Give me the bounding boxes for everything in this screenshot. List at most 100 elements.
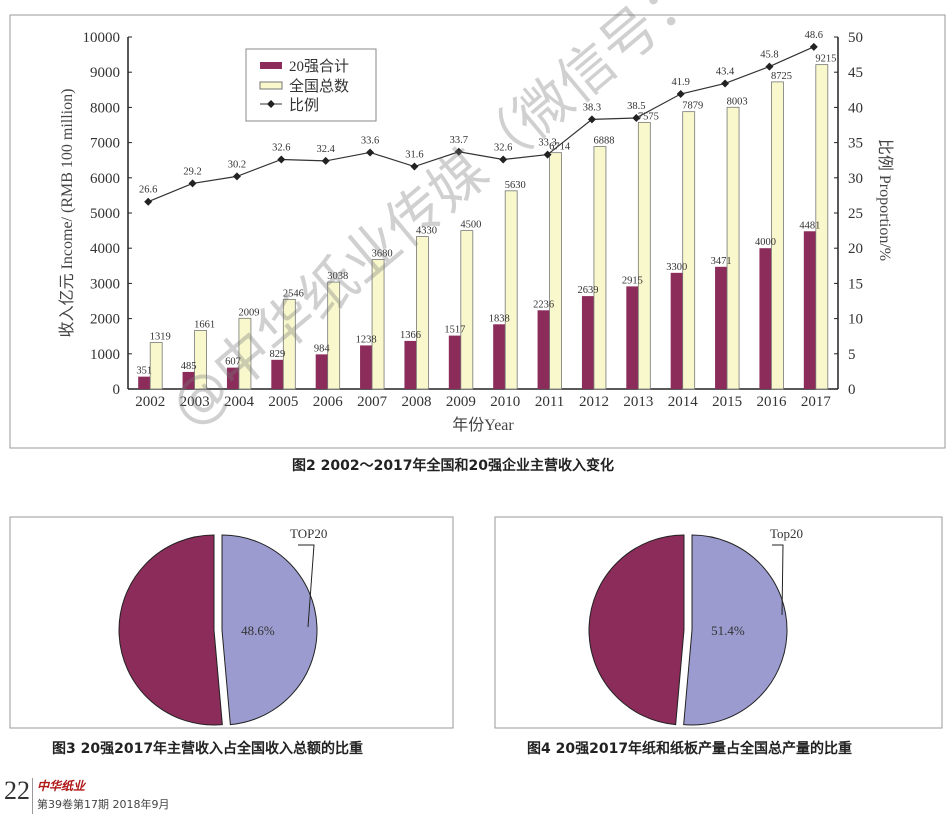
bar-top20: [759, 248, 772, 389]
bar-national-label: 7575: [638, 111, 659, 122]
right-y-tick-label: 15: [848, 276, 863, 292]
proportion-label: 31.6: [405, 150, 423, 161]
left-y-tick-label: 1000: [90, 347, 120, 363]
bar-national-label: 2546: [283, 288, 304, 299]
proportion-marker: [765, 62, 774, 71]
pie4-callout-line: [772, 544, 784, 616]
bar-top20: [404, 340, 417, 389]
bar-national: [504, 190, 518, 390]
bar-national-label: 1319: [150, 332, 171, 343]
bar-top20-label: 2639: [577, 285, 598, 296]
proportion-marker: [676, 90, 685, 99]
proportion-marker: [188, 179, 197, 188]
proportion-label: 33.3: [538, 138, 556, 149]
x-axis-title: 年份Year: [452, 416, 514, 434]
bar-national-label: 6714: [549, 142, 571, 153]
proportion-label: 32.6: [494, 142, 512, 153]
bar-top20-label: 829: [269, 349, 285, 360]
left-y-tick-label: 7000: [90, 136, 120, 152]
pie3-slice-label: TOP20: [290, 526, 327, 541]
figure2-frame: [9, 14, 946, 449]
bar-top20: [803, 231, 816, 389]
bar-national-label: 4330: [416, 226, 437, 237]
bar-national-label: 9215: [815, 54, 836, 65]
left-y-tick-label: 10000: [83, 30, 121, 46]
pie4-slice-top20: [683, 534, 788, 726]
pie3-value-label: 48.6%: [241, 623, 275, 638]
proportion-label: 30.2: [228, 159, 246, 170]
left-y-tick-label: 2000: [90, 312, 120, 328]
x-tick-label: 2007: [357, 394, 388, 410]
proportion-label: 38.5: [627, 101, 645, 112]
bar-national-label: 7879: [682, 101, 703, 112]
left-y-tick-label: 8000: [90, 100, 120, 116]
bar-national: [149, 342, 163, 390]
bar-top20: [626, 286, 639, 389]
proportion-label: 26.6: [139, 185, 157, 196]
proportion-label: 41.9: [672, 77, 690, 88]
magazine-logo: 中华纸业: [37, 779, 86, 793]
x-tick-label: 2006: [313, 394, 344, 410]
proportion-label: 45.8: [760, 50, 778, 61]
bar-national-label: 3680: [372, 248, 393, 259]
bar-national: [549, 152, 562, 390]
figure3-caption: 图3 20强2017年主营收入占全国收入总额的比重: [52, 741, 364, 757]
bar-national: [637, 121, 651, 390]
bar-national: [815, 64, 829, 390]
x-tick-label: 2011: [535, 394, 564, 410]
right-y-tick-label: 0: [848, 382, 856, 398]
bar-national: [371, 259, 385, 390]
page-number: 22: [4, 776, 30, 805]
bar-top20: [493, 324, 506, 389]
proportion-label: 33.7: [450, 135, 468, 146]
figure4-frame: [494, 516, 943, 729]
proportion-marker: [144, 197, 153, 206]
bar-national: [726, 106, 740, 390]
x-tick-label: 2014: [668, 394, 699, 410]
proportion-label: 43.4: [716, 66, 735, 77]
bar-national-label: 6888: [593, 136, 614, 147]
bar-top20: [182, 371, 195, 389]
bar-national: [682, 111, 696, 390]
proportion-marker: [632, 113, 641, 122]
x-tick-label: 2010: [490, 394, 520, 410]
bar-top20-label: 1838: [489, 313, 510, 324]
x-tick-label: 2017: [801, 394, 832, 410]
bar-national: [194, 330, 207, 390]
x-tick-label: 2003: [180, 394, 210, 410]
x-tick-label: 2015: [712, 394, 742, 410]
legend-label-top20: 20强合计: [289, 58, 349, 75]
proportion-line: [147, 46, 815, 203]
proportion-marker: [543, 150, 552, 159]
legend-swatch-national: [259, 81, 283, 90]
bar-top20-label: 3471: [711, 256, 732, 267]
bar-national-label: 4500: [460, 220, 481, 231]
legend-marker-proportion: [267, 100, 275, 108]
x-tick-label: 2013: [623, 394, 653, 410]
bar-top20-label: 984: [314, 343, 331, 354]
bar-national: [416, 236, 429, 390]
proportion-marker: [410, 162, 419, 171]
bar-top20-label: 4481: [799, 220, 820, 231]
proportion-marker: [809, 42, 818, 51]
right-y-tick-label: 50: [848, 30, 863, 46]
bar-top20: [315, 354, 328, 389]
x-tick-label: 2002: [135, 394, 165, 410]
right-y-tick-label: 40: [848, 100, 863, 116]
right-y-tick-label: 20: [848, 241, 863, 257]
right-y-tick-label: 25: [848, 206, 863, 222]
bar-top20-label: 351: [136, 366, 152, 377]
x-tick-label: 2012: [579, 394, 609, 410]
pie3-slice-rest: [118, 534, 223, 726]
right-y-tick-label: 30: [848, 171, 863, 187]
bar-top20-label: 1238: [356, 334, 377, 345]
right-y-tick-label: 10: [848, 312, 863, 328]
bar-top20-label: 2915: [622, 275, 643, 286]
legend-swatch-top20: [260, 62, 282, 69]
bar-top20: [537, 310, 550, 389]
left-y-tick-label: 3000: [90, 276, 120, 292]
proportion-marker: [277, 155, 286, 164]
proportion-label: 32.6: [272, 142, 290, 153]
x-tick-label: 2009: [446, 394, 476, 410]
